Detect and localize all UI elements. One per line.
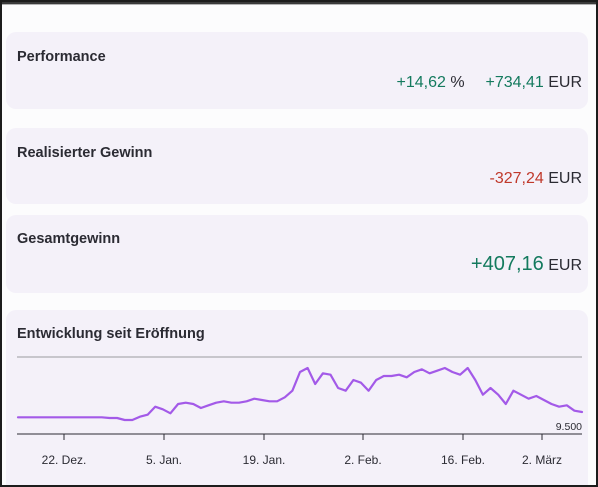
performance-percent: +14,62: [396, 74, 446, 91]
realized-gain-unit: EUR: [548, 170, 582, 187]
performance-amount-unit: EUR: [548, 74, 582, 91]
performance-values: +14,62 % +734,41 EUR: [397, 74, 583, 92]
x-tick-label: 19. Jan.: [243, 453, 286, 467]
performance-amount: +734,41: [485, 74, 544, 91]
chart-title: Entwicklung seit Eröffnung: [17, 326, 205, 342]
x-tick-label: 2. Feb.: [344, 453, 381, 467]
performance-card: Performance +14,62 % +734,41 EUR: [6, 32, 588, 109]
performance-percent-unit: %: [450, 74, 465, 91]
x-tick-label: 2. März: [522, 453, 562, 467]
total-gain-card: Gesamtgewinn +407,16 EUR: [6, 215, 588, 293]
realized-gain-amount: -327,24: [489, 170, 544, 187]
x-tick-label: 16. Feb.: [441, 453, 485, 467]
performance-title: Performance: [17, 49, 106, 65]
x-tick-label: 22. Dez.: [42, 453, 87, 467]
total-gain-unit: EUR: [548, 257, 582, 274]
realized-gain-values: -327,24 EUR: [490, 170, 583, 188]
series-line: [16, 366, 584, 422]
realized-gain-card: Realisierter Gewinn -327,24 EUR: [6, 128, 588, 204]
reference-label: 9.500: [556, 421, 582, 433]
total-gain-values: +407,16 EUR: [471, 253, 582, 276]
x-axis-ticks: 22. Dez. 5. Jan. 19. Jan. 2. Feb. 16. Feb. 2.…: [42, 434, 562, 467]
performance-line-chart[interactable]: 9.500 22. Dez. 5. Jan. 19. Jan. 2. Feb. 16. …: [0, 310, 598, 485]
total-gain-amount: +407,16: [470, 253, 544, 275]
total-gain-title: Gesamtgewinn: [17, 231, 121, 247]
x-tick-label: 5. Jan.: [146, 453, 182, 467]
chart-card: Entwicklung seit Eröffnung: [6, 310, 588, 485]
realized-gain-title: Realisierter Gewinn: [17, 145, 153, 161]
